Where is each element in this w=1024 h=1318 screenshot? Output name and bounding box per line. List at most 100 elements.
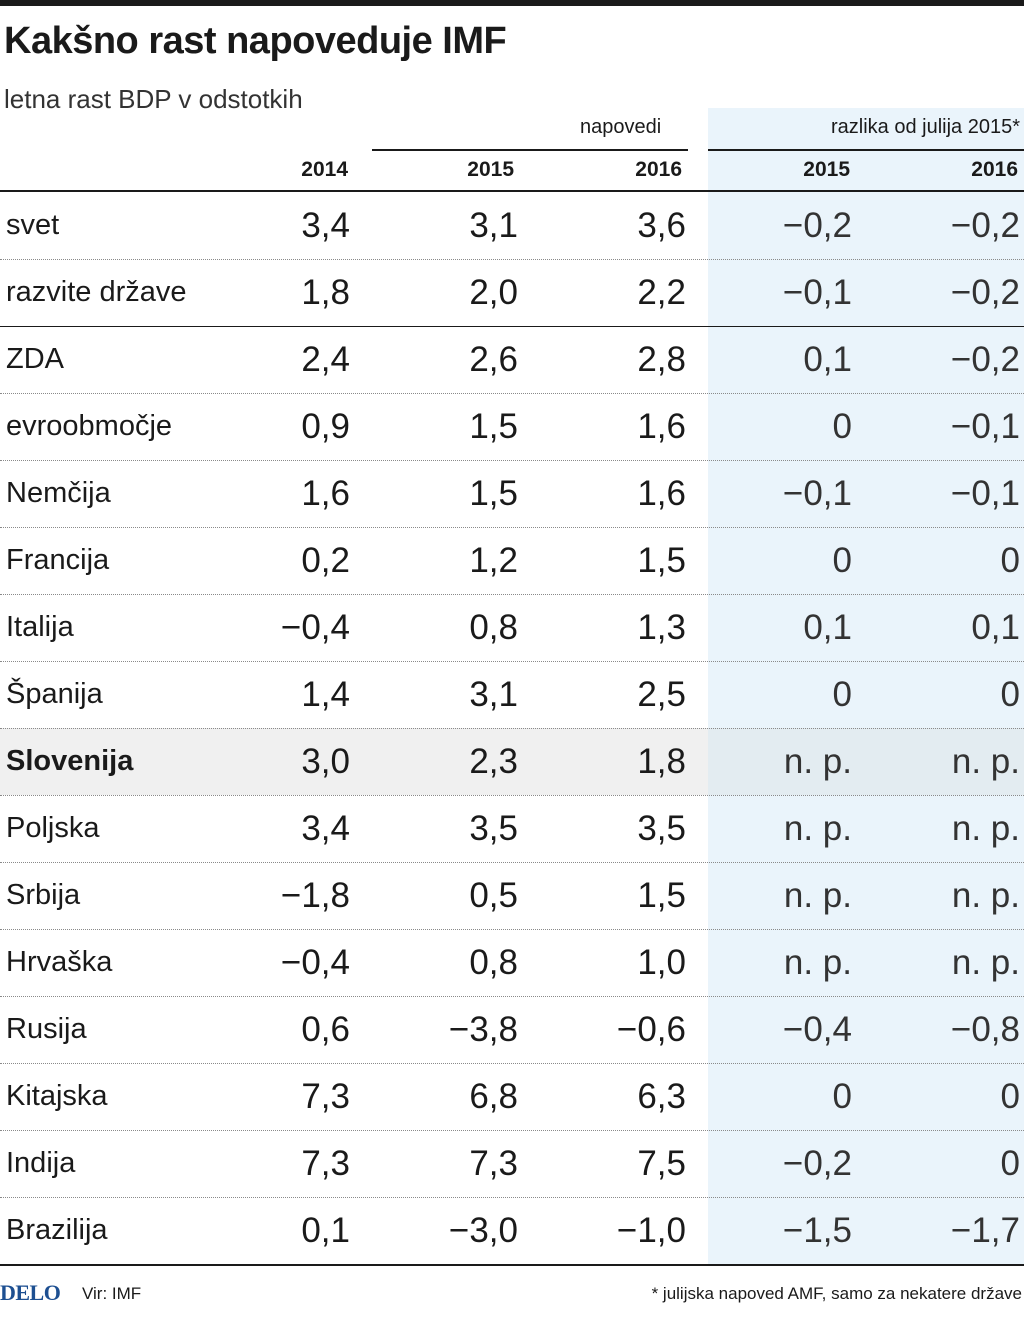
row-separator bbox=[0, 795, 1024, 796]
row-label: Poljska bbox=[6, 812, 100, 844]
table-row: Srbija −1,8 0,5 1,5 n. p. n. p. bbox=[0, 862, 1024, 929]
row-label: evroobmočje bbox=[6, 410, 173, 442]
cell-value: −3,8 bbox=[448, 1010, 518, 1049]
cell-value: 0,8 bbox=[469, 943, 518, 982]
cell-value: 2,6 bbox=[469, 340, 518, 379]
footnote: * julijska napoved AMF, samo za nekatere… bbox=[651, 1284, 1022, 1303]
table-row: Slovenija 3,0 2,3 1,8 n. p. n. p. bbox=[0, 728, 1024, 795]
cell-value: −0,2 bbox=[950, 340, 1020, 379]
row-separator bbox=[0, 594, 1024, 595]
cell-value: 6,3 bbox=[637, 1077, 686, 1116]
table-row: razvite države 1,8 2,0 2,2 −0,1 −0,2 bbox=[0, 259, 1024, 326]
cell-value: 0 bbox=[1000, 1144, 1020, 1183]
cell-value: −0,6 bbox=[616, 1010, 686, 1049]
row-separator bbox=[0, 326, 1024, 327]
diff-group-label: razlika od julija 2015* bbox=[830, 116, 1020, 138]
cell-value: n. p. bbox=[951, 742, 1020, 781]
cell-value: 1,2 bbox=[469, 541, 518, 580]
table-row: evroobmočje 0,9 1,5 1,6 0 −0,1 bbox=[0, 393, 1024, 460]
column-header-2015: 2015 bbox=[467, 158, 514, 181]
cell-value: 0 bbox=[832, 407, 852, 446]
cell-value: −0,4 bbox=[280, 943, 350, 982]
cell-value: 1,8 bbox=[637, 742, 686, 781]
cell-value: 2,8 bbox=[637, 340, 686, 379]
cell-value: 0,1 bbox=[803, 340, 852, 379]
cell-value: 1,5 bbox=[637, 541, 686, 580]
chart-title: Kakšno rast napoveduje IMF bbox=[4, 20, 507, 62]
row-label: Kitajska bbox=[6, 1080, 108, 1112]
cell-value: 0,1 bbox=[803, 608, 852, 647]
row-label: Rusija bbox=[6, 1013, 87, 1045]
diff-group-rule bbox=[708, 149, 1024, 151]
cell-value: 1,6 bbox=[637, 407, 686, 446]
cell-value: 2,5 bbox=[637, 675, 686, 714]
cell-value: −0,8 bbox=[950, 1010, 1020, 1049]
cell-value: −0,4 bbox=[280, 608, 350, 647]
cell-value: −0,1 bbox=[950, 474, 1020, 513]
row-label: Španija bbox=[6, 678, 103, 710]
top-bar bbox=[0, 0, 1024, 6]
column-header-2016: 2016 bbox=[635, 158, 682, 181]
cell-value: 7,3 bbox=[301, 1077, 350, 1116]
cell-value: 0 bbox=[832, 1077, 852, 1116]
cell-value: −0,2 bbox=[782, 206, 852, 245]
cell-value: −0,2 bbox=[950, 273, 1020, 312]
cell-value: −0,2 bbox=[782, 1144, 852, 1183]
cell-value: 3,6 bbox=[637, 206, 686, 245]
cell-value: n. p. bbox=[951, 809, 1020, 848]
cell-value: 3,5 bbox=[469, 809, 518, 848]
cell-value: 6,8 bbox=[469, 1077, 518, 1116]
cell-value: n. p. bbox=[951, 943, 1020, 982]
cell-value: 3,5 bbox=[637, 809, 686, 848]
cell-value: −0,2 bbox=[950, 206, 1020, 245]
cell-value: 1,8 bbox=[301, 273, 350, 312]
cell-value: n. p. bbox=[783, 943, 852, 982]
cell-value: −0,1 bbox=[782, 273, 852, 312]
table-row: Kitajska 7,3 6,8 6,3 0 0 bbox=[0, 1063, 1024, 1130]
diff-column-shade bbox=[708, 108, 1024, 1264]
table-row: Francija 0,2 1,2 1,5 0 0 bbox=[0, 527, 1024, 594]
table-row: Italija −0,4 0,8 1,3 0,1 0,1 bbox=[0, 594, 1024, 661]
row-label: Francija bbox=[6, 544, 110, 576]
table-row: Brazilija 0,1 −3,0 −1,0 −1,5 −1,7 bbox=[0, 1197, 1024, 1264]
row-separator bbox=[0, 393, 1024, 394]
row-separator bbox=[0, 996, 1024, 997]
table-row: Poljska 3,4 3,5 3,5 n. p. n. p. bbox=[0, 795, 1024, 862]
cell-value: −0,4 bbox=[782, 1010, 852, 1049]
cell-value: 2,2 bbox=[637, 273, 686, 312]
forecast-group-label: napovedi bbox=[580, 116, 662, 138]
cell-value: 0 bbox=[832, 541, 852, 580]
cell-value: 0,1 bbox=[971, 608, 1020, 647]
cell-value: 1,6 bbox=[637, 474, 686, 513]
cell-value: 0 bbox=[1000, 1077, 1020, 1116]
cell-value: 2,3 bbox=[469, 742, 518, 781]
bottom-rule bbox=[0, 1264, 1024, 1266]
cell-value: 0,9 bbox=[301, 407, 350, 446]
cell-value: n. p. bbox=[951, 876, 1020, 915]
cell-value: n. p. bbox=[783, 876, 852, 915]
cell-value: 1,5 bbox=[469, 407, 518, 446]
cell-value: 2,0 bbox=[469, 273, 518, 312]
table-row: svet 3,4 3,1 3,6 −0,2 −0,2 bbox=[0, 192, 1024, 259]
table-row: ZDA 2,4 2,6 2,8 0,1 −0,2 bbox=[0, 326, 1024, 393]
row-label: ZDA bbox=[6, 343, 64, 375]
column-header-diff-2015: 2015 bbox=[803, 158, 850, 181]
source-note: Vir: IMF bbox=[82, 1284, 142, 1303]
cell-value: −1,0 bbox=[616, 1211, 686, 1250]
cell-value: 1,4 bbox=[301, 675, 350, 714]
column-header-2014: 2014 bbox=[301, 158, 348, 181]
cell-value: 0,5 bbox=[469, 876, 518, 915]
cell-value: 7,5 bbox=[637, 1144, 686, 1183]
row-separator bbox=[0, 527, 1024, 528]
row-separator bbox=[0, 460, 1024, 461]
row-separator bbox=[0, 1130, 1024, 1131]
cell-value: 7,3 bbox=[301, 1144, 350, 1183]
cell-value: 3,1 bbox=[469, 206, 518, 245]
cell-value: 2,4 bbox=[301, 340, 350, 379]
cell-value: 0,8 bbox=[469, 608, 518, 647]
row-separator bbox=[0, 661, 1024, 662]
cell-value: 0,2 bbox=[301, 541, 350, 580]
row-separator bbox=[0, 728, 1024, 729]
row-label: Brazilija bbox=[6, 1214, 108, 1246]
cell-value: 1,3 bbox=[637, 608, 686, 647]
